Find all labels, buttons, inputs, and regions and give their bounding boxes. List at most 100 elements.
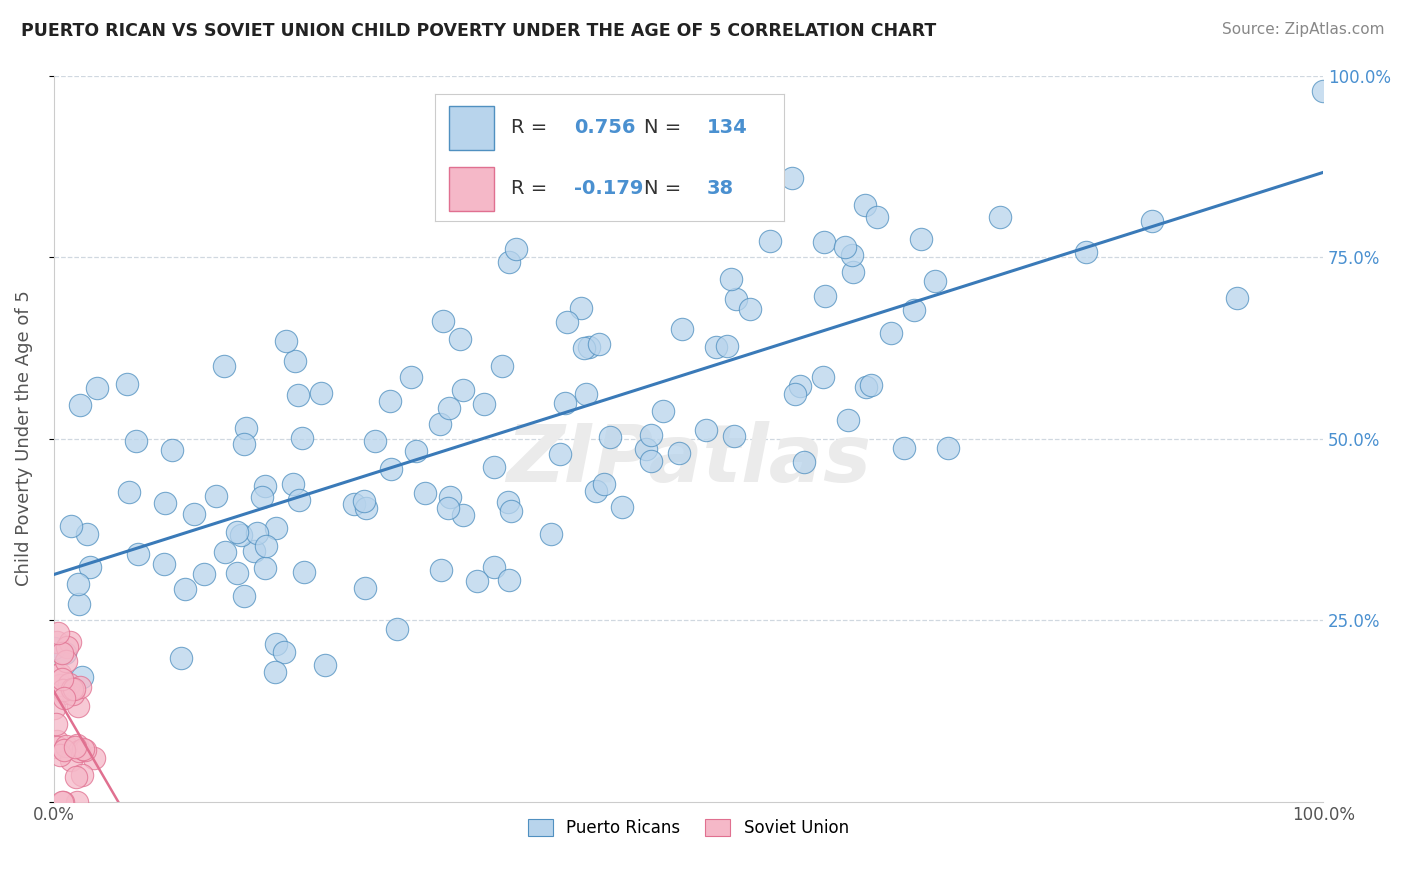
Point [117,484,139,499]
Point [860,377,883,392]
Point [49,747,72,762]
Point [451,508,474,522]
Point [724,292,747,306]
Point [540,527,562,541]
Point [59,635,82,649]
Point [67,744,90,758]
Point [837,413,859,427]
Point [79,560,101,574]
Text: ZIPatlas: ZIPatlas [506,421,870,500]
Point [67,598,90,612]
Point [160,442,183,457]
Point [173,582,195,596]
Point [231,528,253,542]
Point [232,589,254,603]
Point [83,751,105,765]
Point [253,560,276,574]
Point [58,677,80,691]
Point [63,739,86,754]
Point [578,340,600,354]
Point [841,248,863,262]
Point [1074,244,1097,259]
Point [44,700,66,714]
Point [813,235,835,249]
Point [599,430,621,444]
Point [903,303,925,318]
Point [264,637,287,651]
Point [720,271,742,285]
Point [51,646,73,660]
Point [474,396,496,410]
Point [76,527,98,541]
Point [52,743,75,757]
Point [780,170,803,185]
Point [555,315,578,329]
Point [66,738,89,752]
Point [505,243,527,257]
Point [636,442,658,457]
Point [924,274,946,288]
Point [292,565,315,579]
Point [69,681,91,695]
Point [740,302,762,317]
Point [354,500,377,515]
Point [59,753,82,767]
Point [449,332,471,346]
Point [501,504,523,518]
Point [855,198,877,212]
Point [72,768,94,782]
Point [48,626,70,640]
Point [287,388,309,402]
Point [1226,292,1249,306]
Point [314,658,336,673]
Point [910,232,932,246]
Point [235,421,257,435]
Point [429,417,451,431]
Point [399,369,422,384]
Point [498,573,520,587]
Point [432,314,454,328]
Point [183,507,205,521]
Point [45,734,67,748]
Point [588,336,610,351]
Point [789,379,811,393]
Point [72,742,94,756]
Point [52,683,75,698]
Point [281,477,304,491]
Point [51,673,73,687]
Point [55,654,77,668]
Point [695,423,717,437]
Point [569,301,592,315]
Point [665,172,688,186]
Point [66,576,89,591]
Y-axis label: Child Poverty Under the Age of 5: Child Poverty Under the Age of 5 [15,291,32,586]
Point [938,441,960,455]
Point [153,557,176,571]
Point [75,742,97,756]
Point [554,395,576,409]
Point [60,519,83,533]
Point [127,547,149,561]
Point [60,682,83,697]
Point [232,436,254,450]
Point [45,668,67,682]
Point [56,640,79,655]
Point [437,501,460,516]
Point [378,394,401,409]
Point [811,370,834,384]
Point [592,476,614,491]
Point [385,623,408,637]
Point [437,401,460,415]
Point [246,526,269,541]
Point [153,496,176,510]
Point [491,359,513,374]
Point [274,334,297,349]
Point [498,255,520,269]
Point [63,681,86,696]
Point [212,359,235,373]
Point [451,383,474,397]
Point [866,210,889,224]
Point [69,398,91,412]
Point [793,455,815,469]
Point [55,739,77,753]
